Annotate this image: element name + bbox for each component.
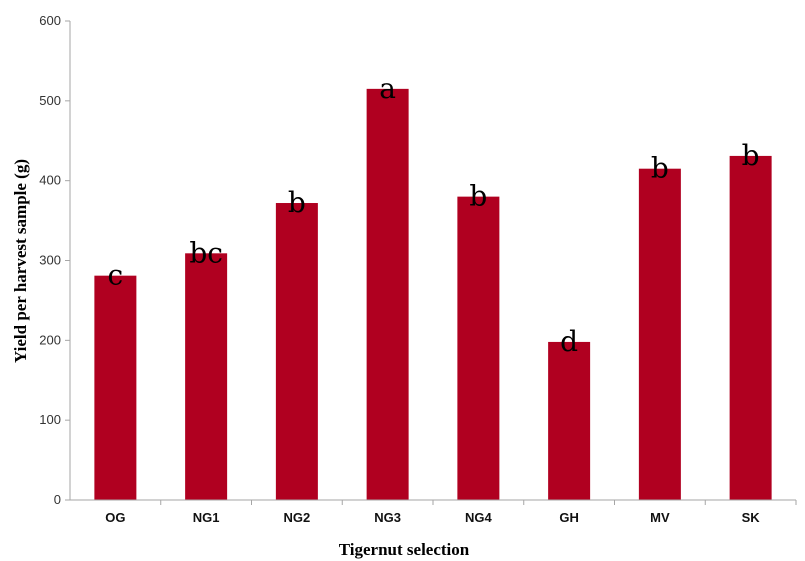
bar-ng4 [457, 196, 500, 500]
significance-label: b [469, 180, 487, 213]
bar-ng1 [185, 253, 228, 500]
significance-labels: c bc b a b d b b [108, 72, 760, 358]
x-tick-label: NG1 [193, 510, 220, 525]
bar-mv [638, 168, 681, 501]
significance-label: bc [189, 236, 223, 269]
x-tick-label: NG2 [284, 510, 311, 525]
bar-ng3 [366, 88, 409, 500]
x-tick-label: MV [650, 510, 670, 525]
x-tick-label: GH [559, 510, 579, 525]
bars [94, 88, 772, 501]
x-tick-label: NG4 [465, 510, 493, 525]
significance-label: b [742, 139, 760, 172]
x-tick-label: NG3 [374, 510, 401, 525]
y-axis-title: Yield per harvest sample (g) [11, 159, 30, 363]
significance-label: c [108, 259, 124, 292]
x-axis-ticks: OG NG1 NG2 NG3 NG4 GH MV SK [105, 500, 797, 525]
x-tick-label: OG [105, 510, 125, 525]
significance-label: b [288, 186, 306, 219]
y-tick-label: 100 [39, 412, 61, 427]
x-tick-label: SK [742, 510, 761, 525]
bar-ng2 [275, 203, 318, 500]
y-tick-label: 500 [39, 93, 61, 108]
y-tick-label: 600 [39, 13, 61, 28]
y-axis-ticks: 0 100 200 300 400 500 600 [39, 13, 70, 507]
significance-label: d [560, 325, 578, 358]
significance-label: b [651, 152, 669, 185]
significance-label: a [379, 72, 396, 105]
bar-gh [548, 341, 591, 500]
y-tick-label: 0 [54, 492, 61, 507]
x-axis-title: Tigernut selection [339, 540, 470, 559]
y-tick-label: 400 [39, 173, 61, 188]
y-tick-label: 300 [39, 253, 61, 268]
bar-sk [729, 155, 772, 500]
bar-og [94, 275, 137, 500]
y-tick-label: 200 [39, 332, 61, 347]
